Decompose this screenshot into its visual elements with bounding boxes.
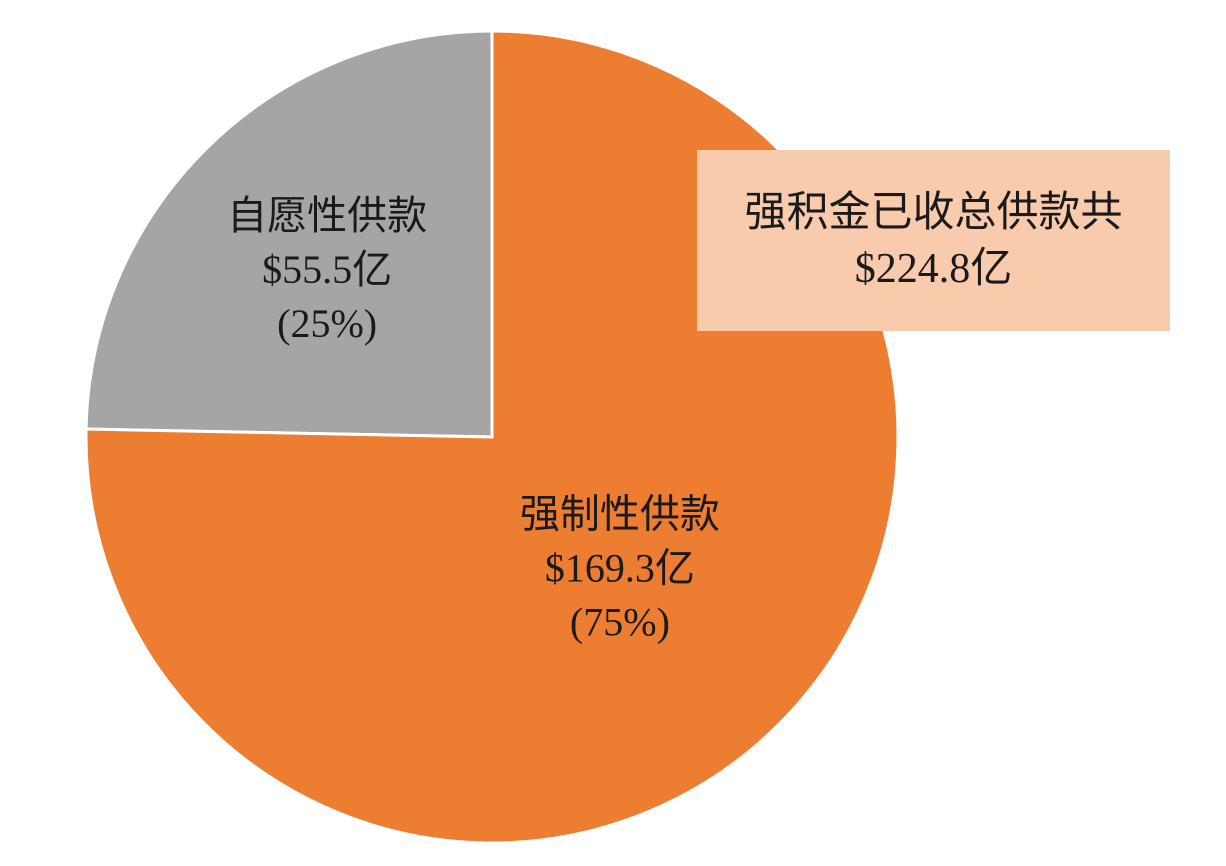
slice-percent-label-2: (75%)	[570, 599, 670, 644]
total-contributions-callout: 强积金已收总供款共 $224.8亿	[697, 150, 1170, 331]
slice-name-label-1: 自愿性供款	[227, 193, 427, 238]
slice-value-label-1: $55.5亿	[262, 247, 392, 292]
pie-slice-2	[84, 29, 900, 845]
pie-slices	[84, 29, 900, 845]
slice-percent-label-1: (25%)	[277, 301, 377, 346]
pie-labels: 自愿性供款 $55.5亿 (25%) 强制性供款 $169.3亿 (75%)	[227, 193, 720, 645]
total-callout-value: $224.8亿	[854, 245, 1013, 292]
slice-value-label-2: $169.3亿	[545, 545, 695, 590]
slice-name-label-2: 强制性供款	[520, 491, 720, 536]
pie-slice-1	[84, 29, 494, 439]
total-callout-title: 强积金已收总供款共	[744, 189, 1123, 236]
